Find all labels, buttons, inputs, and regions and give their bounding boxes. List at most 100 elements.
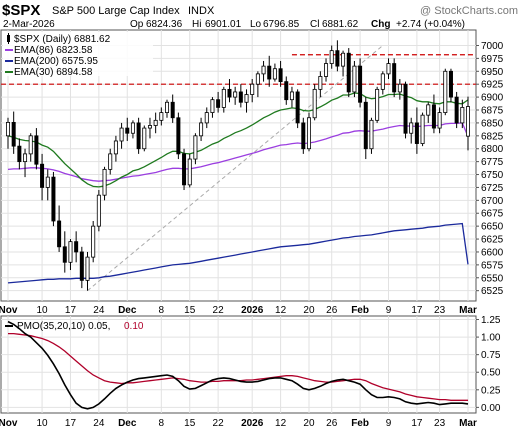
candle (443, 68, 448, 116)
price-axis-label: 6525 (481, 286, 504, 297)
candle-body (216, 99, 221, 108)
candle-body (358, 65, 363, 103)
date-label: 23 (434, 418, 446, 429)
change-value: +2.74 (+0.04%) (396, 19, 465, 30)
symbol-title: $SPX (2, 2, 40, 19)
candle-body (17, 145, 22, 163)
candle (204, 107, 209, 129)
pmo-line (7, 320, 469, 410)
high-label: Hi (192, 19, 201, 30)
candle-body (119, 127, 124, 142)
quote-date: 2-Mar-2026 (3, 19, 55, 30)
legend-item-ema30: EMA(30) 6894.58 (5, 67, 93, 78)
candle-body (250, 83, 255, 95)
pmo-lines (7, 320, 469, 410)
low-value: 6796.85 (263, 19, 300, 30)
candle-body (352, 65, 357, 93)
close-value: 6881.62 (322, 19, 359, 30)
candle-body (227, 88, 232, 98)
price-axis-label: 6725 (481, 183, 504, 194)
candle (45, 169, 50, 201)
candle (318, 71, 323, 98)
candle (403, 81, 408, 139)
candle-body (125, 127, 130, 134)
candle (165, 99, 170, 118)
candle (301, 117, 306, 154)
date-label: 12 (275, 418, 287, 429)
candle (284, 76, 289, 105)
candle-body (403, 83, 408, 134)
date-label: 2026 (241, 305, 264, 316)
candle (74, 231, 79, 263)
candle (96, 190, 101, 232)
candle-body (386, 63, 391, 75)
candle-body (369, 119, 374, 150)
price-axis-label: 6650 (481, 222, 504, 233)
candle (414, 107, 419, 154)
date-label: Nov (0, 305, 18, 316)
candle-body (284, 81, 289, 101)
candle-body (193, 135, 198, 160)
price-axis-label: 6675 (481, 209, 504, 220)
date-label: 17 (65, 305, 77, 316)
candle (85, 251, 90, 291)
candle-body (341, 52, 346, 67)
candle-body (420, 114, 425, 144)
price-axis-label: 6600 (481, 247, 504, 258)
candle (187, 153, 192, 188)
date-label: 17 (411, 418, 423, 429)
price-axis-label: 6800 (481, 144, 504, 155)
candle (34, 128, 39, 170)
candle-body (74, 241, 79, 253)
candle-body (465, 106, 470, 137)
candle (91, 220, 96, 263)
candle-body (363, 101, 368, 150)
date-label: Dec (118, 305, 137, 316)
candle-body (136, 122, 141, 150)
candle-body (45, 176, 50, 188)
date-label: 8 (159, 305, 165, 316)
candle-body (6, 121, 11, 137)
date-label: Nov (0, 418, 18, 429)
candle (431, 94, 436, 134)
date-label: Mar (459, 418, 477, 429)
legend-item-ema86: EMA(86) 6823.58 (5, 45, 93, 56)
candle-body (375, 88, 380, 121)
candle (79, 246, 84, 289)
candle (465, 96, 470, 151)
candle (113, 135, 118, 162)
legend-label-ema30: EMA(30) 6894.58 (14, 67, 93, 78)
price-axis-label: 6700 (481, 196, 504, 207)
candle-body (380, 73, 385, 90)
candle (448, 68, 453, 103)
date-label: 10 (37, 305, 49, 316)
candle (216, 91, 221, 113)
candle (142, 125, 147, 152)
candle (306, 112, 311, 152)
candle-body (255, 73, 260, 85)
candle (147, 117, 152, 139)
candle-body (244, 94, 249, 103)
candle-body (28, 135, 33, 155)
candle (210, 97, 215, 118)
candle-body (176, 117, 181, 155)
candle (392, 58, 397, 98)
candle (244, 89, 249, 113)
trendline (87, 45, 384, 292)
candle-body (91, 225, 96, 258)
candle-body (397, 83, 402, 93)
candle-body (85, 256, 90, 281)
date-label: 2026 (241, 418, 264, 429)
candle (363, 97, 368, 160)
candle (17, 138, 22, 170)
candle (182, 148, 187, 191)
low-label: Lo (250, 19, 262, 30)
candle (238, 84, 243, 108)
candle-body (431, 104, 436, 129)
candle-body (238, 91, 243, 103)
candle (267, 55, 272, 87)
candle-body (57, 220, 62, 248)
candle-body (199, 122, 204, 137)
